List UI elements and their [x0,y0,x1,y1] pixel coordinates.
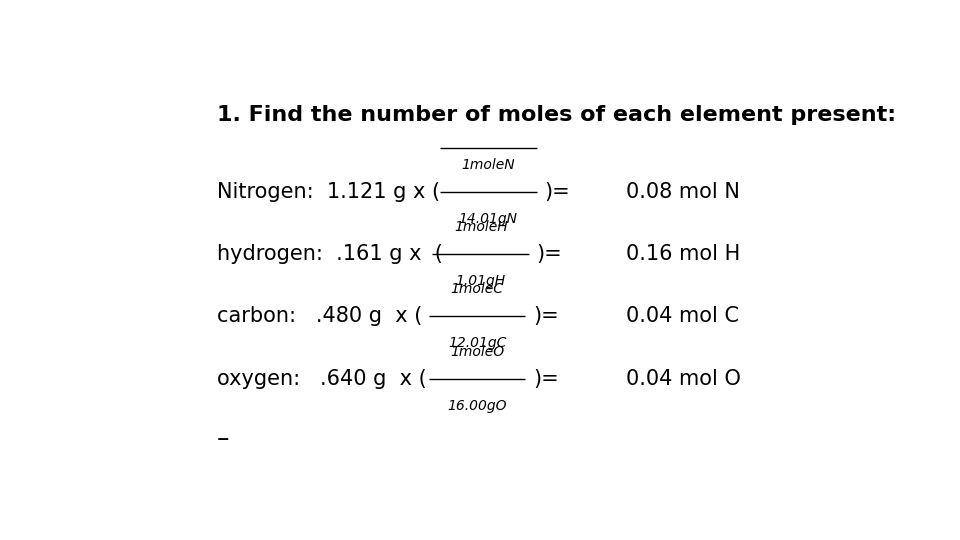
Text: –: – [217,427,229,451]
Text: Nitrogen:  1.121 g x (: Nitrogen: 1.121 g x ( [217,181,440,201]
Text: )=: )= [533,306,559,326]
Text: 0.08 mol N: 0.08 mol N [626,181,740,201]
Text: 12.01gC: 12.01gC [448,336,506,350]
Text: 1moleO: 1moleO [450,345,504,359]
Text: oxygen:   .640 g  x (: oxygen: .640 g x ( [217,369,426,389]
Text: 1moleC: 1moleC [450,282,504,296]
Text: )=: )= [537,244,563,264]
Text: 0.04 mol O: 0.04 mol O [626,369,741,389]
Text: carbon:   .480 g  x (: carbon: .480 g x ( [217,306,422,326]
Text: )=: )= [533,369,559,389]
Text: )=: )= [544,181,570,201]
Text: 1moleH: 1moleH [454,220,508,234]
Text: 0.16 mol H: 0.16 mol H [626,244,740,264]
Text: 1. Find the number of moles of each element present:: 1. Find the number of moles of each elem… [217,105,896,125]
Text: 14.01gN: 14.01gN [459,212,517,226]
Text: 1moleN: 1moleN [462,158,516,172]
Text: 0.04 mol C: 0.04 mol C [626,306,739,326]
Text: 1.01gH: 1.01gH [456,274,506,288]
Text: hydrogen:  .161 g x  (: hydrogen: .161 g x ( [217,244,443,264]
Text: 16.00gO: 16.00gO [447,399,507,413]
